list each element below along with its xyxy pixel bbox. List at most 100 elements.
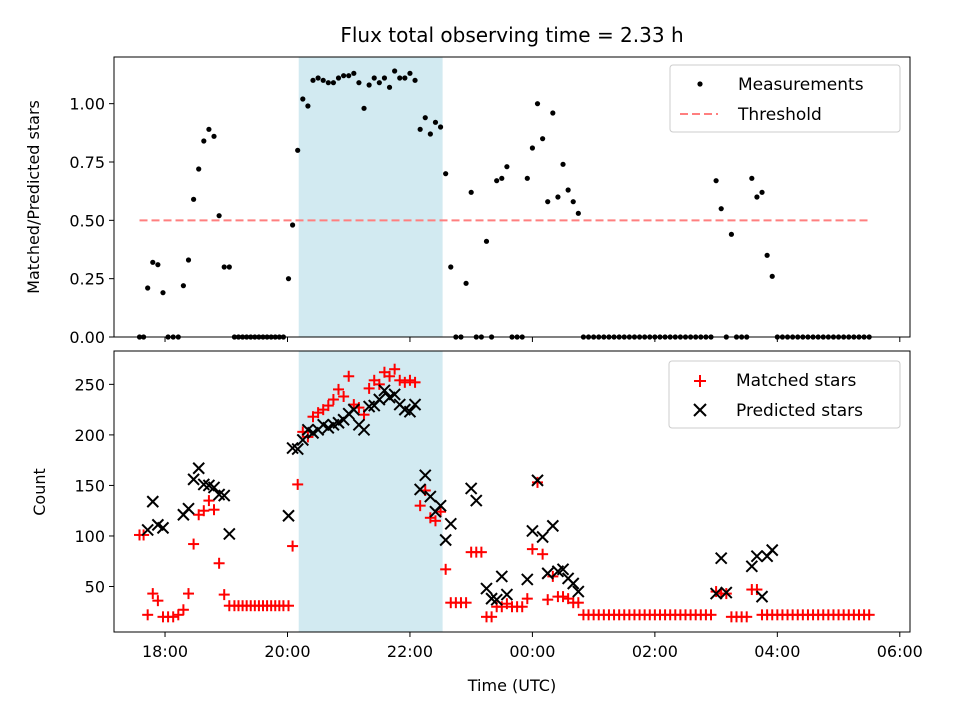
measurement-point bbox=[145, 285, 151, 291]
matched-star-point bbox=[532, 476, 544, 488]
predicted-star-stroke bbox=[567, 577, 580, 590]
legend-matched-marker bbox=[694, 375, 706, 387]
predicted-star-point bbox=[408, 398, 422, 411]
matched-star-point bbox=[537, 548, 549, 560]
predicted-star-stroke bbox=[424, 490, 437, 503]
legend-predicted-marker bbox=[693, 403, 707, 417]
predicted-star-point bbox=[572, 585, 585, 598]
measurement-point bbox=[468, 189, 474, 195]
measurement-point bbox=[524, 175, 530, 181]
measurement-point bbox=[402, 75, 408, 81]
predicted-star-stroke bbox=[408, 398, 422, 411]
matched-star-point bbox=[557, 591, 569, 603]
y-tick-label: 150 bbox=[74, 476, 105, 495]
predicted-star-point bbox=[141, 523, 154, 537]
matched-star-point bbox=[384, 370, 396, 382]
matched-star-point bbox=[394, 374, 406, 386]
bottom-x-axis: 18:00 20:00 22:00 00:00 02:00 04:00 06:00 bbox=[142, 632, 923, 661]
predicted-star-point bbox=[541, 567, 554, 580]
predicted-star-stroke bbox=[357, 423, 371, 437]
predicted-star-stroke bbox=[556, 563, 570, 576]
matched-star-point bbox=[542, 594, 554, 606]
measurements-series bbox=[136, 68, 872, 340]
measurement-point bbox=[754, 194, 760, 200]
measurement-point bbox=[540, 136, 546, 142]
measurement-point bbox=[499, 175, 505, 181]
predicted-star-stroke bbox=[373, 393, 386, 406]
bottom-y-axis: 50 100 150 200 250 bbox=[74, 375, 114, 597]
predicted-star-point bbox=[521, 573, 534, 586]
matched-star-point bbox=[440, 563, 452, 575]
measurement-point bbox=[185, 257, 192, 263]
measurement-point bbox=[550, 110, 556, 116]
matched-star-point bbox=[460, 597, 472, 609]
measurement-point bbox=[351, 70, 357, 76]
predicted-star-stroke bbox=[572, 585, 585, 598]
figure-title: Flux total observing time = 2.33 h bbox=[340, 23, 683, 47]
predicted-star-point bbox=[218, 489, 231, 502]
bottom-y-axis-label: Count bbox=[30, 468, 49, 516]
measurement-point bbox=[310, 77, 316, 83]
predicted-star-stroke bbox=[434, 499, 447, 512]
predicted-star-point bbox=[556, 563, 570, 576]
measurement-point bbox=[155, 262, 161, 268]
bottom-panel-frame bbox=[113, 350, 911, 633]
measurement-point bbox=[749, 175, 755, 181]
predicted-star-stroke bbox=[212, 488, 226, 501]
y-tick-label: 1.00 bbox=[69, 95, 105, 114]
predicted-star-stroke bbox=[470, 494, 483, 507]
top-x-ticks bbox=[164, 337, 901, 342]
matched-star-point bbox=[572, 597, 584, 609]
matched-star-point bbox=[218, 589, 230, 601]
measurement-point bbox=[437, 124, 444, 130]
top-legend: Measurements Threshold bbox=[669, 64, 901, 133]
x-tick-label: 02:00 bbox=[632, 642, 678, 661]
predicted-star-stroke bbox=[223, 527, 236, 541]
predicted-star-stroke bbox=[745, 560, 759, 573]
matched-star-point bbox=[333, 383, 345, 395]
top-panel-shaded-region bbox=[298, 57, 443, 337]
measurement-point bbox=[160, 290, 166, 296]
x-axis-label: Time (UTC) bbox=[467, 676, 556, 695]
predicted-star-point bbox=[439, 533, 452, 547]
measurement-point bbox=[180, 283, 186, 289]
matched-star-point bbox=[287, 540, 299, 552]
predicted-star-point bbox=[388, 388, 401, 401]
matched-star-point bbox=[373, 378, 385, 390]
matched-star-point bbox=[203, 495, 215, 507]
top-panel: 0.00 0.25 0.50 0.75 1.00 Matched/Predicted s… bbox=[24, 56, 911, 347]
bottom-legend-box bbox=[668, 360, 901, 429]
predicted-star-point bbox=[546, 519, 560, 533]
predicted-star-point bbox=[357, 423, 371, 437]
matched-star-point bbox=[322, 400, 334, 412]
x-tick-label: 18:00 bbox=[142, 642, 188, 661]
predicted-star-point bbox=[745, 560, 759, 573]
predicted-star-stroke bbox=[500, 588, 514, 601]
matched-star-point bbox=[516, 601, 528, 613]
x-tick-label: 22:00 bbox=[387, 642, 433, 661]
predicted-star-stroke bbox=[316, 418, 330, 431]
predicted-star-point bbox=[419, 469, 432, 482]
measurement-point bbox=[483, 238, 490, 244]
predicted-star-stroke bbox=[521, 573, 534, 586]
predicted-star-stroke bbox=[156, 521, 170, 535]
matched-star-point bbox=[526, 543, 538, 555]
predicted-star-point bbox=[156, 521, 170, 535]
predicted-star-stroke bbox=[146, 495, 159, 508]
predicted-star-stroke bbox=[546, 519, 560, 533]
matched-star-point bbox=[152, 595, 164, 607]
measurement-point bbox=[346, 73, 352, 79]
predicted-star-point bbox=[413, 483, 427, 496]
predicted-star-stroke bbox=[490, 593, 503, 606]
measurement-point bbox=[392, 68, 398, 74]
bottom-panel: 50 100 150 200 250 18:00 20:00 22:00 00:00 02:00… bbox=[30, 350, 923, 695]
x-tick-label: 04:00 bbox=[754, 642, 800, 661]
measurement-point bbox=[196, 166, 202, 172]
predicted-star-point bbox=[424, 490, 437, 503]
predicted-star-point bbox=[223, 527, 236, 541]
predicted-star-stroke bbox=[182, 502, 195, 515]
measurement-point bbox=[422, 115, 428, 121]
legend-predicted-label: Predicted stars bbox=[736, 401, 863, 421]
matched-star-point bbox=[167, 611, 179, 623]
measurement-point bbox=[150, 259, 156, 265]
